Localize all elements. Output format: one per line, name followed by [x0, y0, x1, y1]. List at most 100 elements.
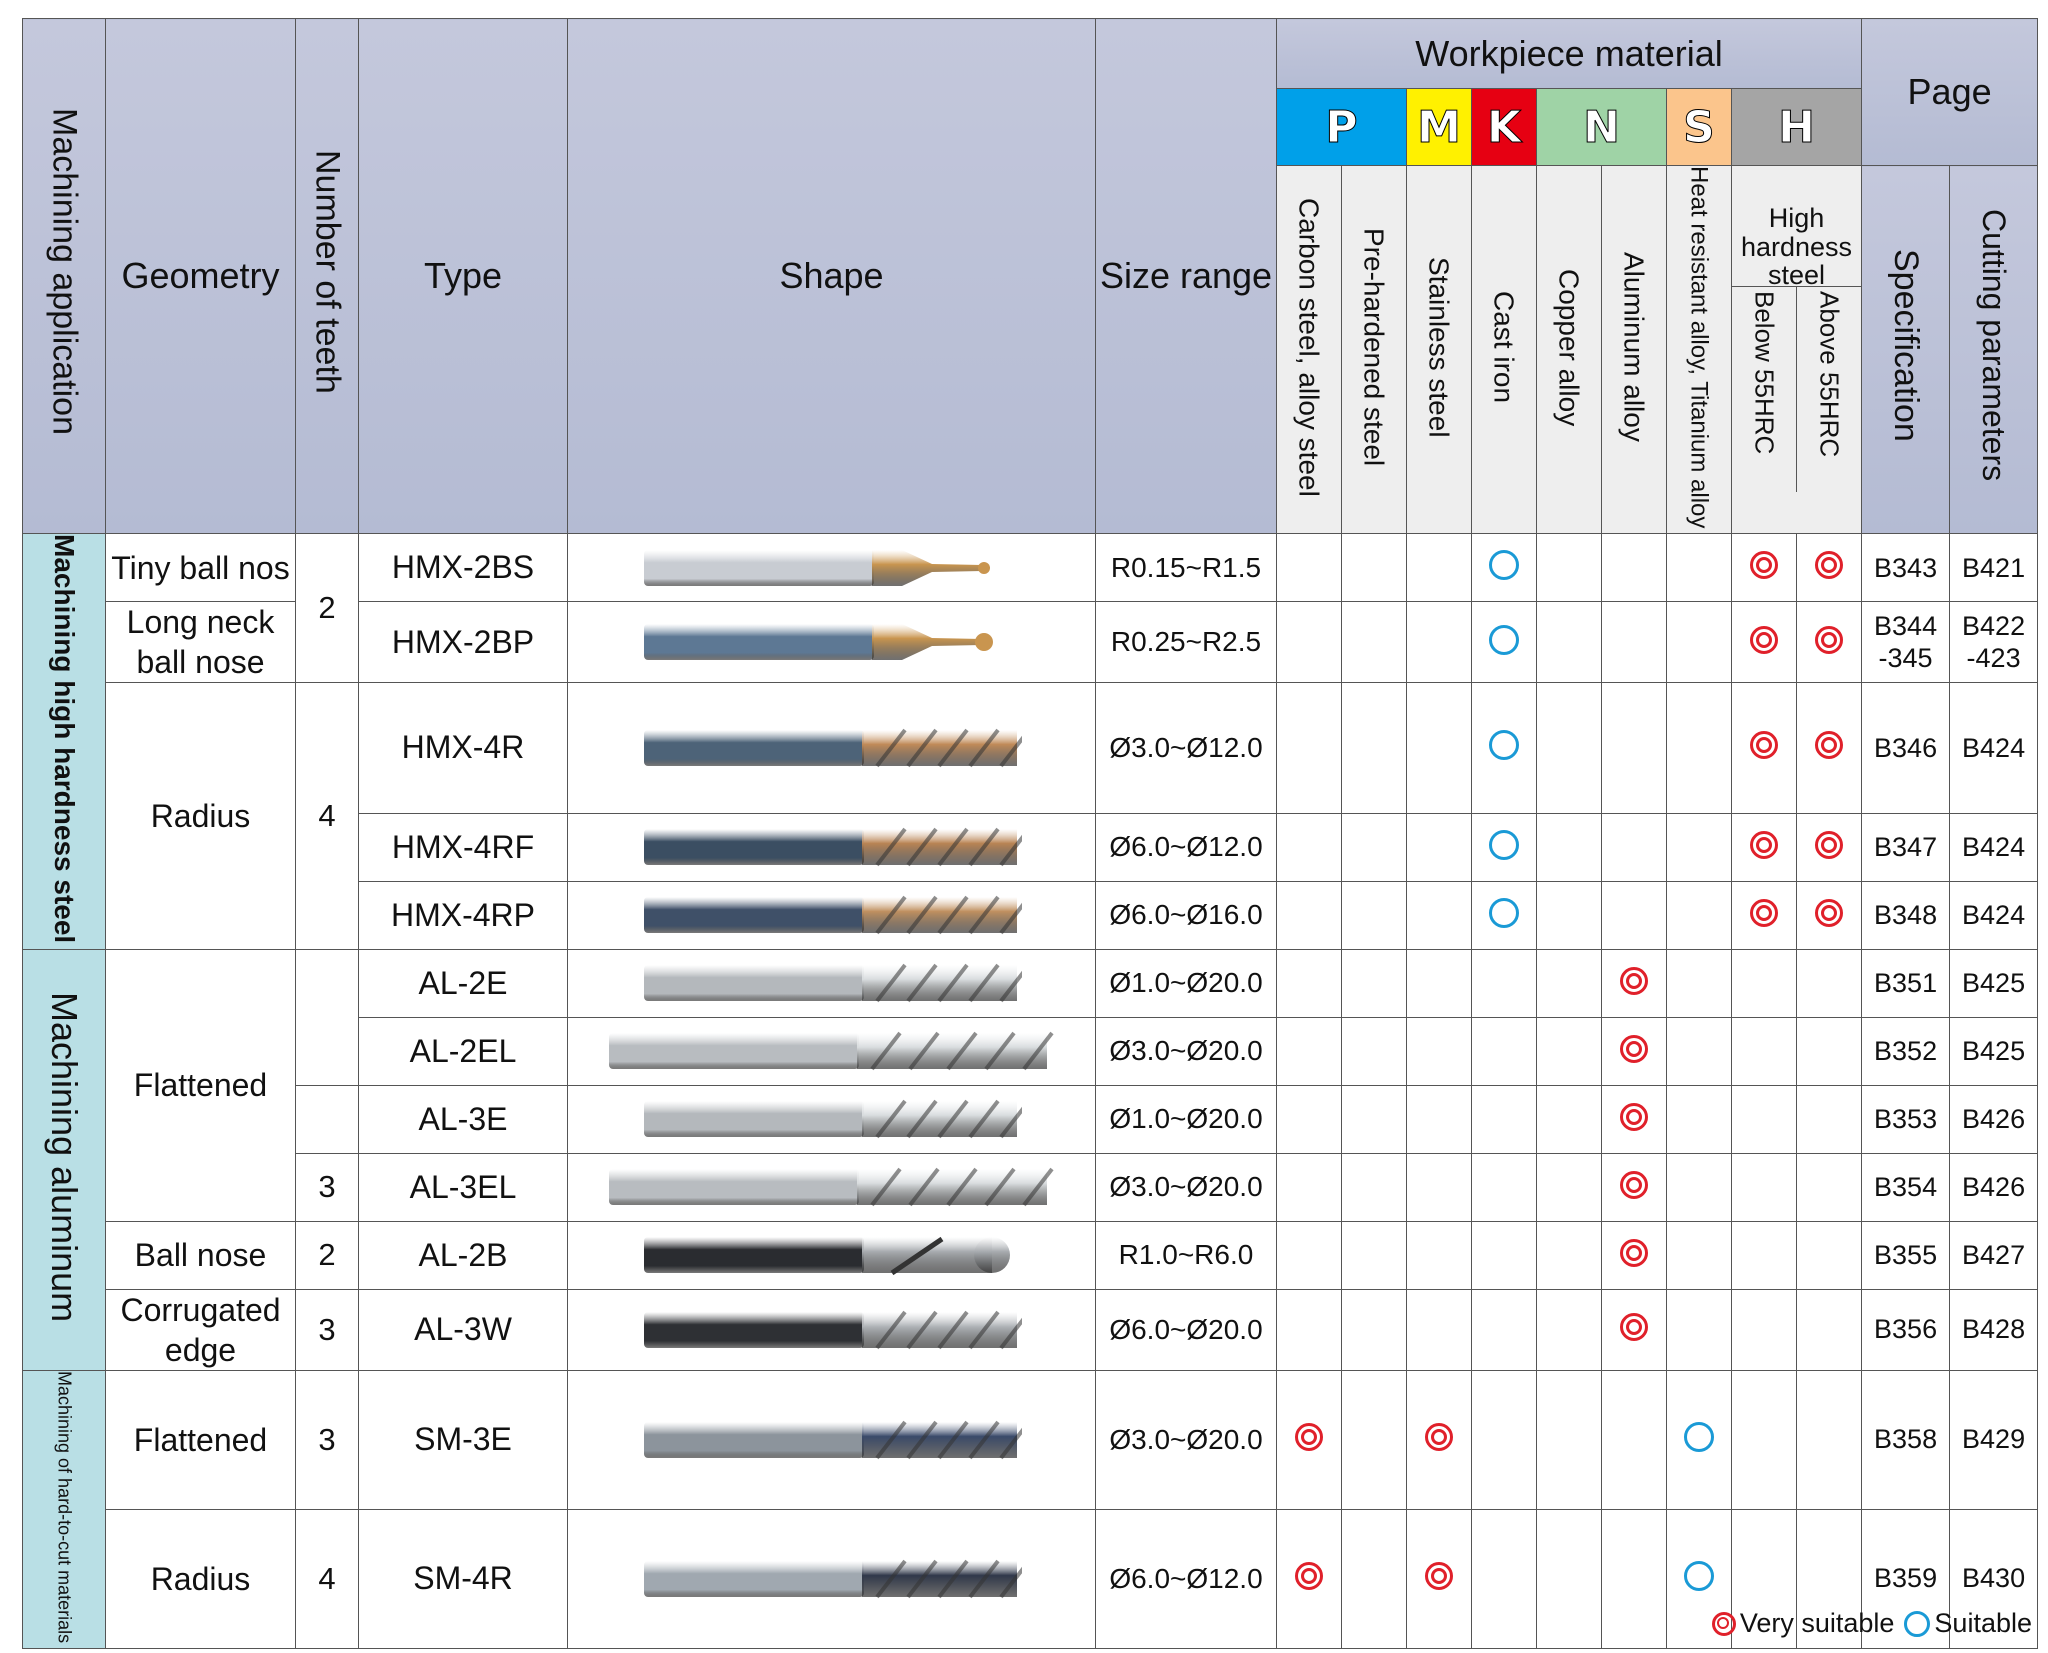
tool-flute-groove — [874, 1099, 907, 1139]
legend-suitable: Suitable — [1904, 1608, 2032, 1639]
suitability-carbon — [1276, 601, 1342, 684]
size-range: R0.15~R1.5 — [1095, 533, 1277, 603]
tool-flute-groove — [998, 1317, 1022, 1349]
tool-flute-groove — [967, 1559, 1000, 1598]
tool-flute-groove — [998, 1566, 1022, 1598]
very-suitable-icon — [1750, 625, 1778, 654]
tool-flute-groove — [905, 827, 938, 867]
header-below-55hrc: Below 55HRC — [1733, 286, 1798, 492]
suitability-carbon — [1276, 682, 1342, 814]
spec-page: B346 — [1861, 682, 1951, 814]
suitability-below55 — [1731, 812, 1797, 882]
tool-selection-table: Machining application Geometry Number of… — [22, 17, 2039, 1649]
header-heat-resistant: Heat resistant alloy, Titanium alloy — [1666, 164, 1732, 535]
very-suitable-icon — [1425, 1423, 1453, 1452]
end-mill-image — [643, 1559, 1022, 1598]
suitability-heat — [1666, 1369, 1732, 1510]
geometry-radius: Radius — [105, 1508, 296, 1649]
tool-flute-groove — [945, 1167, 978, 1207]
suitable-icon — [1489, 730, 1519, 761]
header-geometry: Geometry — [105, 17, 296, 535]
table-row: HMX-4RF Ø6.0~Ø12.0 B347 B424 — [23, 812, 2039, 882]
tool-shank — [643, 1237, 864, 1274]
tool-flute-groove — [869, 1167, 902, 1207]
tool-shank — [643, 829, 864, 866]
suitability-castiron — [1471, 682, 1537, 814]
tool-flute-groove — [967, 1310, 1000, 1349]
header-machining-application: Machining application — [22, 17, 106, 535]
suitability-carbon — [1276, 1016, 1342, 1086]
size-range: R1.0~R6.0 — [1095, 1220, 1277, 1290]
very-suitable-icon — [1295, 1423, 1323, 1452]
suitability-carbon — [1276, 1084, 1342, 1154]
size-range: Ø6.0~Ø12.0 — [1095, 1508, 1277, 1649]
table-row: 3 AL-3EL Ø3.0~Ø20.0 B354 B426 — [23, 1152, 2039, 1222]
app-high-hardness-label: Machining high hardness steel — [49, 534, 80, 944]
teeth-count: 2 — [295, 533, 359, 684]
cutting-page: B424 — [1949, 880, 2039, 950]
cutting-page: B424 — [1949, 812, 2039, 882]
geometry-flattened: Flattened — [105, 1369, 296, 1510]
tool-type: SM-4R — [358, 1508, 568, 1649]
tool-flute-groove — [874, 827, 907, 867]
suitability-carbon — [1276, 1152, 1342, 1222]
suitability-castiron — [1471, 1016, 1537, 1086]
suitability-prehardened — [1341, 948, 1407, 1018]
tool-neck — [871, 549, 982, 586]
teeth-count: 3 — [295, 1288, 359, 1371]
spec-page: B356 — [1861, 1288, 1951, 1371]
tool-flute-groove — [983, 1167, 1016, 1207]
tool-type: SM-3E — [358, 1369, 568, 1510]
suitability-aluminum — [1601, 1016, 1667, 1086]
suitability-stainless — [1406, 682, 1472, 814]
suitability-above55 — [1795, 533, 1863, 603]
tool-flute-groove — [905, 1420, 938, 1459]
suitability-copper — [1536, 1084, 1602, 1154]
cutting-page: B428 — [1949, 1288, 2039, 1371]
suitability-castiron — [1471, 880, 1537, 950]
suitability-above55 — [1795, 948, 1863, 1018]
suitability-copper — [1536, 1288, 1602, 1371]
tool-shape — [567, 1016, 1096, 1086]
teeth-count — [295, 948, 359, 1086]
tool-type: AL-3W — [358, 1288, 568, 1371]
suitability-heat — [1666, 880, 1732, 950]
suitability-castiron — [1471, 601, 1537, 684]
tool-flute-groove — [1021, 1167, 1054, 1207]
suitability-castiron — [1471, 1508, 1537, 1649]
tool-shape — [567, 601, 1096, 684]
tool-shank — [643, 897, 864, 934]
end-mill-image — [643, 1237, 1010, 1276]
size-range: Ø1.0~Ø20.0 — [1095, 948, 1277, 1018]
suitability-above55 — [1795, 1369, 1863, 1510]
tool-flute-groove — [983, 1031, 1016, 1071]
suitability-above55 — [1795, 1152, 1863, 1222]
suitability-copper — [1536, 880, 1602, 950]
suitability-heat — [1666, 601, 1732, 684]
suitability-castiron — [1471, 1288, 1537, 1371]
suitability-above55 — [1795, 1508, 1863, 1649]
size-range: Ø6.0~Ø12.0 — [1095, 812, 1277, 882]
suitability-copper — [1536, 1508, 1602, 1649]
suitability-castiron — [1471, 812, 1537, 882]
app-aluminum: Machining aluminum — [22, 948, 106, 1371]
suitability-castiron — [1471, 1084, 1537, 1154]
suitability-above55 — [1795, 601, 1863, 684]
end-mill-image — [643, 728, 1022, 768]
suitability-castiron — [1471, 1220, 1537, 1290]
suitability-stainless — [1406, 601, 1472, 684]
spec-page: B355 — [1861, 1220, 1951, 1290]
tool-flute-groove — [905, 1559, 938, 1598]
suitability-heat — [1666, 812, 1732, 882]
suitability-below55 — [1731, 682, 1797, 814]
suitability-above55 — [1795, 1220, 1863, 1290]
suitability-below55 — [1731, 948, 1797, 1018]
tool-flute-groove — [936, 1559, 969, 1598]
tool-flute-groove — [907, 1167, 940, 1207]
teeth-count: 4 — [295, 1508, 359, 1649]
geometry-tiny-ball: Tiny ball nos — [105, 533, 296, 603]
tool-shank — [643, 965, 864, 1002]
tool-shank — [643, 1101, 864, 1138]
geometry-corrugated-edge: Corrugated edge — [105, 1288, 296, 1371]
iso-k-badge: K — [1471, 88, 1537, 166]
